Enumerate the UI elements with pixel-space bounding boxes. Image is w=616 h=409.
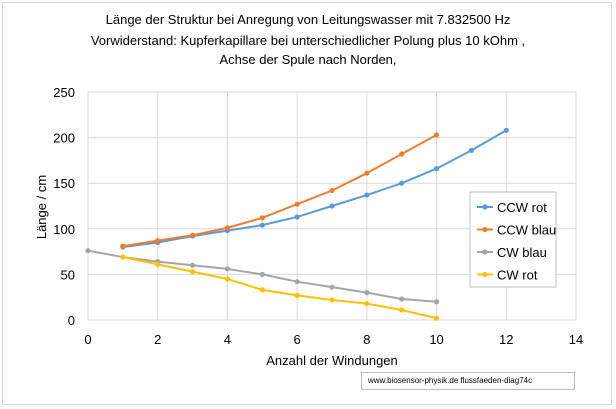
data-point-ccw-blau	[433, 132, 440, 138]
series-cw-rot	[120, 254, 440, 321]
data-point-ccw-rot	[364, 192, 370, 198]
data-point-cw-blau	[85, 248, 91, 254]
data-point-ccw-rot	[294, 214, 300, 220]
data-point-cw-rot	[155, 261, 161, 267]
data-point-cw-rot	[364, 300, 370, 307]
legend-label: CW blau	[497, 245, 547, 260]
legend-marker	[482, 249, 488, 255]
data-point-ccw-blau	[294, 201, 300, 207]
data-point-ccw-blau	[259, 215, 265, 221]
data-point-ccw-rot	[259, 222, 265, 228]
chart-title-line-2: Vorwiderstand: Kupferkapillare bei unter…	[91, 33, 525, 48]
x-tick-label: 12	[499, 332, 513, 347]
legend-label: CW rot	[497, 268, 538, 283]
legend-label: CCW blau	[497, 223, 556, 238]
legend-entry-cw-rot: CW rot	[477, 268, 538, 283]
series-line-ccw-blau	[122, 133, 438, 248]
chart-title: Länge der Struktur bei Anregung von Leit…	[91, 12, 525, 67]
legend-entry-ccw-blau: CCW blau	[477, 223, 556, 238]
data-point-cw-blau	[189, 262, 196, 268]
data-point-cw-rot	[433, 315, 440, 321]
data-point-ccw-rot	[329, 203, 335, 209]
series-ccw-rot	[120, 127, 509, 250]
chart-title-line-3: Achse der Spule nach Norden,	[219, 52, 396, 67]
data-point-cw-blau	[259, 271, 265, 277]
series-line-cw-rot	[122, 256, 437, 320]
y-tick-label: 100	[53, 222, 75, 237]
y-tick-label: 0	[68, 313, 75, 328]
y-tick-label: 150	[53, 176, 75, 191]
legend-entry-cw-blau: CW blau	[477, 245, 547, 260]
x-tick-label: 6	[294, 332, 301, 347]
series-ccw-blau	[120, 132, 440, 249]
data-point-cw-rot	[399, 307, 405, 313]
y-tick-label: 50	[61, 267, 75, 282]
data-point-ccw-blau	[399, 151, 405, 157]
chart-title-line-1: Länge der Struktur bei Anregung von Leit…	[106, 12, 511, 27]
data-point-cw-rot	[294, 292, 300, 298]
axes: 0 2 4 6 8 10 12 14 0 50 100 150 200 250	[53, 85, 583, 347]
x-axis-title: Anzahl der Windungen	[266, 353, 398, 368]
legend: CCW rot CCW blau CW blau CW rot	[469, 191, 557, 288]
data-point-cw-rot	[259, 287, 265, 293]
x-tick-label: 14	[569, 332, 583, 347]
data-point-cw-rot	[329, 297, 335, 303]
data-point-ccw-rot	[468, 147, 475, 153]
series-line-ccw-rot	[122, 129, 507, 249]
data-point-cw-rot	[189, 269, 196, 275]
x-tick-label: 10	[429, 332, 443, 347]
data-point-ccw-blau	[155, 238, 161, 244]
data-point-ccw-rot	[433, 166, 440, 172]
series-cw-blau	[85, 248, 440, 305]
data-point-cw-blau	[364, 290, 370, 296]
data-point-cw-blau	[399, 296, 405, 302]
data-point-ccw-blau	[224, 225, 231, 231]
data-point-cw-blau	[329, 284, 335, 290]
x-tick-label: 4	[224, 332, 231, 347]
data-point-cw-blau	[224, 266, 231, 272]
data-point-cw-blau	[294, 279, 300, 285]
legend-entry-ccw-rot: CCW rot	[477, 200, 547, 215]
x-tick-label: 2	[154, 332, 161, 347]
legend-marker	[482, 204, 488, 210]
y-tick-label: 200	[53, 131, 75, 146]
data-point-ccw-blau	[329, 187, 335, 194]
plot-series	[85, 127, 509, 321]
x-tick-label: 8	[363, 332, 370, 347]
credit-caption: www.biosensor-physik.de flussfaeden-diag…	[361, 372, 575, 390]
data-point-cw-rot	[224, 276, 231, 282]
data-point-ccw-rot	[503, 127, 509, 133]
data-point-ccw-blau	[189, 232, 196, 238]
legend-marker	[482, 226, 488, 233]
data-point-ccw-blau	[364, 170, 370, 176]
x-tick-label: 0	[84, 332, 91, 347]
y-tick-label: 250	[53, 85, 75, 100]
data-point-ccw-rot	[399, 180, 405, 186]
legend-label: CCW rot	[497, 200, 547, 215]
legend-marker	[482, 271, 488, 278]
data-point-cw-blau	[433, 299, 440, 305]
data-point-ccw-blau	[120, 243, 126, 249]
y-axis-title: Länge / cm	[34, 175, 49, 239]
data-point-cw-rot	[120, 254, 126, 260]
